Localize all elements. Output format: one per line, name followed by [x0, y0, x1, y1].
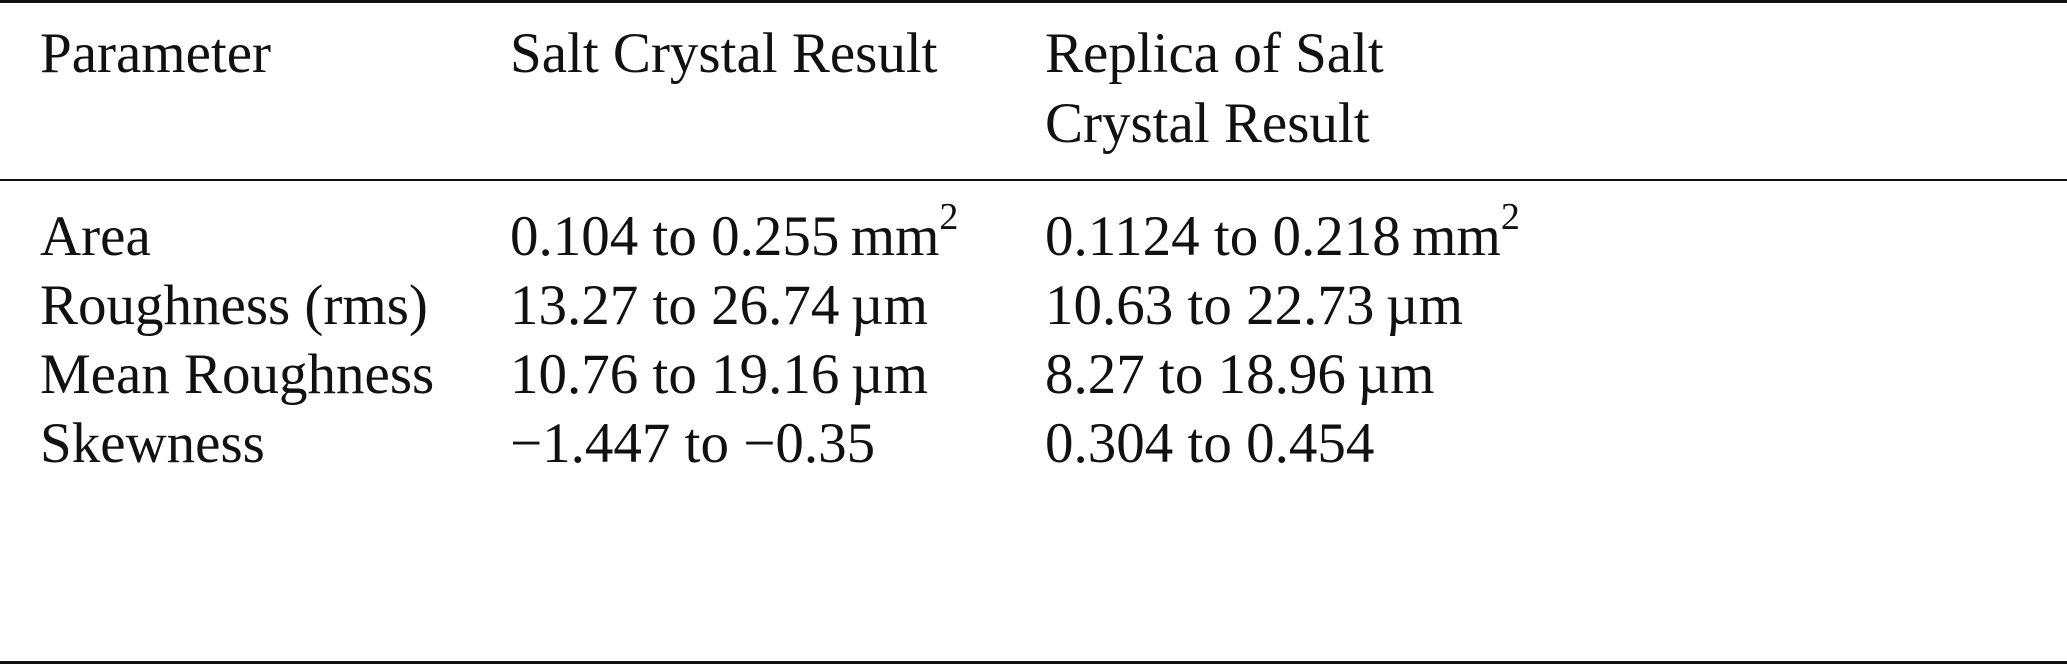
cell-text: −1.447 to −0.35: [510, 412, 876, 475]
table-cell: Mean Roughness: [40, 340, 434, 410]
unit-exponent: 2: [939, 196, 959, 238]
table-cell: 8.27 to 18.96 µm: [1045, 340, 1434, 410]
table-top-rule: [0, 0, 2067, 3]
cell-text: 13.27 to 26.74 µm: [510, 274, 928, 337]
cell-text: 0.104 to 0.255 mm: [510, 205, 940, 268]
cell-text: Mean Roughness: [40, 343, 435, 406]
header-replica-line1: Replica of Salt: [1045, 22, 1384, 85]
header-salt-crystal: Salt Crystal Result: [510, 22, 938, 85]
table-cell: Skewness: [40, 409, 265, 479]
table-header-rule: [0, 179, 2067, 181]
header-parameter: Parameter: [40, 22, 272, 85]
cell-text: 10.76 to 19.16 µm: [510, 343, 928, 406]
table-cell: Roughness (rms): [40, 271, 428, 341]
table-cell: 13.27 to 26.74 µm: [510, 271, 928, 341]
unit-exponent: 2: [1500, 196, 1520, 238]
cell-text: 10.63 to 22.73 µm: [1045, 274, 1463, 337]
table-cell: 0.1124 to 0.218 mm2: [1045, 198, 1520, 272]
cell-text: 8.27 to 18.96 µm: [1045, 343, 1435, 406]
cell-text: 0.304 to 0.454: [1045, 412, 1375, 475]
header-replica-line2: Crystal Result: [1045, 92, 1370, 155]
cell-text: 0.1124 to 0.218 mm: [1045, 205, 1501, 268]
table-cell: 10.63 to 22.73 µm: [1045, 271, 1463, 341]
cell-text: Skewness: [40, 412, 265, 475]
table-cell: 0.104 to 0.255 mm2: [510, 198, 958, 272]
table-cell: 10.76 to 19.16 µm: [510, 340, 928, 410]
table-cell: 0.304 to 0.454: [1045, 409, 1374, 479]
table-bottom-rule: [0, 661, 2067, 664]
table-cell: −1.447 to −0.35: [510, 409, 875, 479]
cell-text: Area: [40, 205, 151, 268]
table-cell: Area: [40, 202, 151, 272]
cell-text: Roughness (rms): [40, 274, 428, 337]
